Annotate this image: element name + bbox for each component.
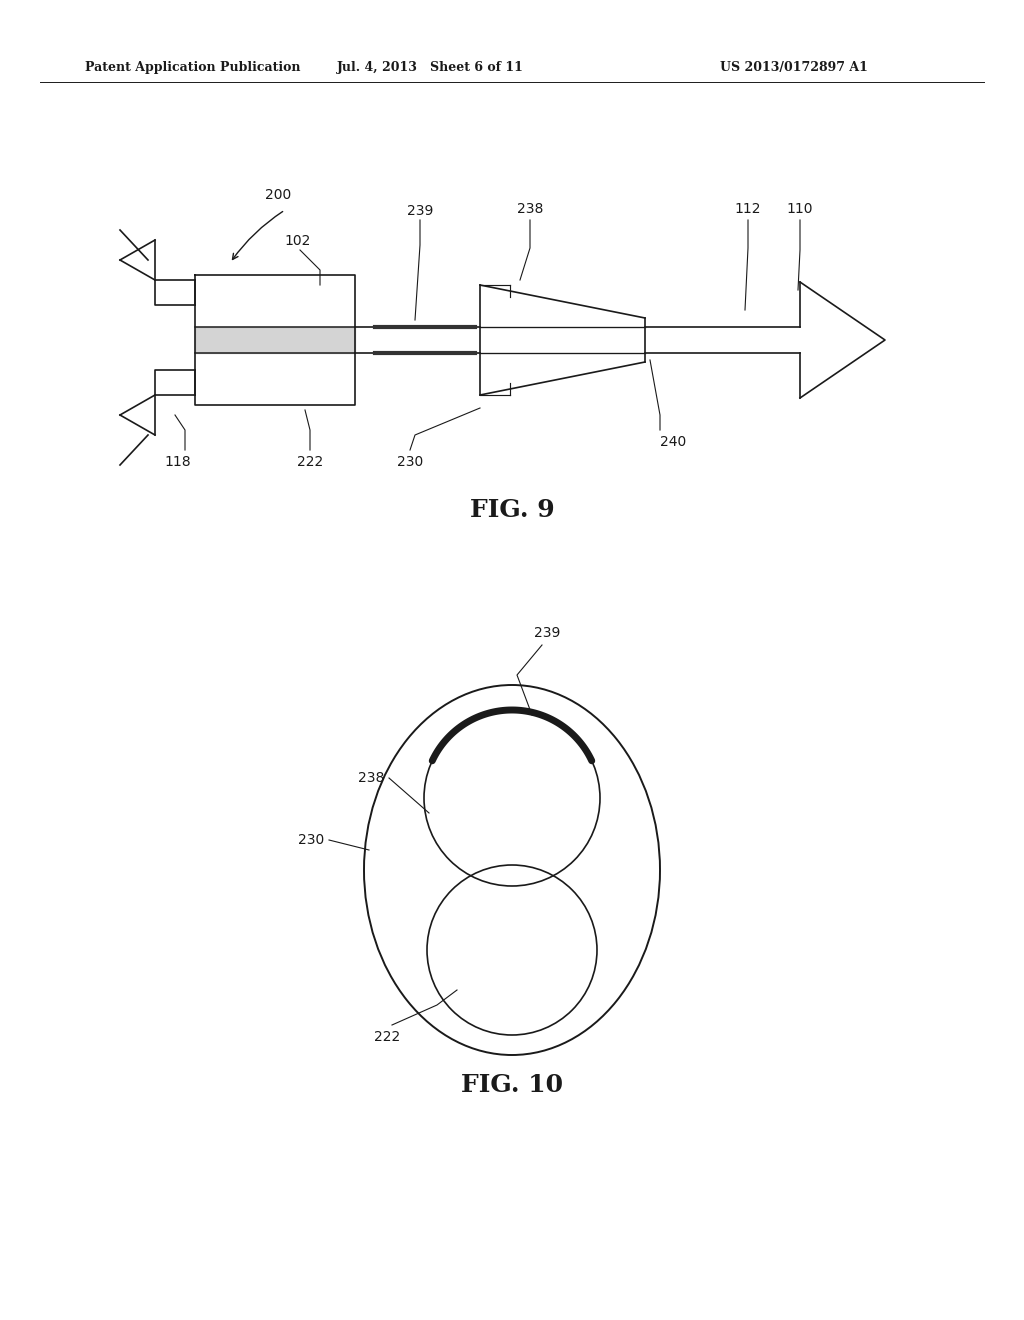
Text: 110: 110 [786,202,813,216]
Text: US 2013/0172897 A1: US 2013/0172897 A1 [720,62,868,74]
Text: Patent Application Publication: Patent Application Publication [85,62,300,74]
Text: 112: 112 [735,202,761,216]
Text: 222: 222 [374,1030,400,1044]
Text: 239: 239 [534,626,560,640]
Text: 222: 222 [297,455,324,469]
Text: 238: 238 [517,202,543,216]
Text: 238: 238 [357,771,384,785]
Text: 230: 230 [298,833,324,847]
Text: FIG. 10: FIG. 10 [461,1073,563,1097]
Text: 200: 200 [265,187,291,202]
Text: 102: 102 [285,234,311,248]
Text: Jul. 4, 2013   Sheet 6 of 11: Jul. 4, 2013 Sheet 6 of 11 [337,62,523,74]
Text: FIG. 9: FIG. 9 [470,498,554,521]
Text: 230: 230 [397,455,423,469]
Text: 239: 239 [407,205,433,218]
Text: 118: 118 [165,455,191,469]
Text: 240: 240 [660,436,686,449]
